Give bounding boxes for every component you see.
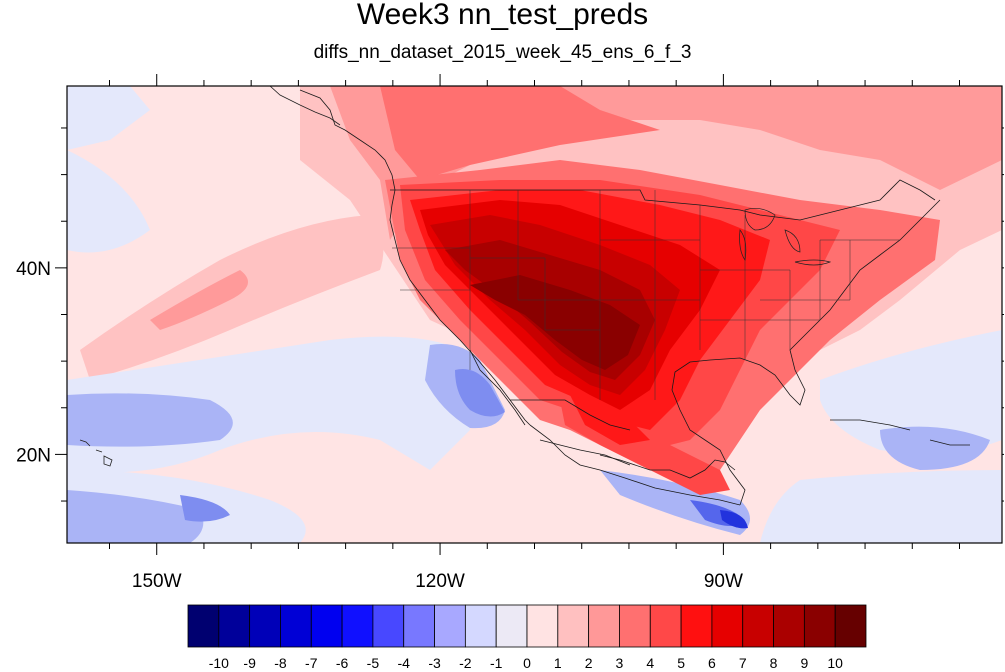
colorbar-swatch bbox=[403, 604, 435, 648]
gulf-east-coast bbox=[671, 199, 941, 506]
cuba-coast bbox=[830, 419, 911, 431]
great-lake-erie bbox=[794, 259, 832, 266]
zone-light-blue-caribbean bbox=[880, 426, 990, 470]
colorbar-swatch bbox=[588, 604, 620, 648]
colorbar-swatch bbox=[495, 604, 528, 648]
colorbar-swatch bbox=[711, 604, 744, 648]
colorbar-label: 9 bbox=[800, 655, 808, 671]
zone-red9-core bbox=[470, 275, 640, 370]
colorbar-label: -3 bbox=[428, 655, 441, 671]
zone-pale-blue-nw bbox=[67, 86, 150, 150]
colorbar-label: -6 bbox=[336, 655, 349, 671]
colorbar-label: -4 bbox=[398, 655, 411, 671]
west-coast bbox=[299, 89, 531, 426]
lat-tick-label: 40N bbox=[16, 259, 51, 280]
zone-pale-blue-w bbox=[67, 150, 150, 253]
lat-tick-label: 20N bbox=[16, 445, 51, 466]
zone-pale-blue-se bbox=[760, 470, 1002, 543]
colorbar-label: 2 bbox=[585, 655, 593, 671]
colorbar-label: -8 bbox=[274, 655, 287, 671]
zone-deep-blue bbox=[720, 510, 748, 529]
colorbar-label: -7 bbox=[305, 655, 318, 671]
coastlines-borders bbox=[79, 86, 970, 506]
colorbar-label: 8 bbox=[770, 655, 778, 671]
us-mexico-border bbox=[510, 399, 631, 431]
map-subtitle: diffs_nn_dataset_2015_week_45_ens_6_f_3 bbox=[313, 42, 692, 63]
colorbar-label: -10 bbox=[209, 655, 229, 671]
colorbar-swatch bbox=[280, 604, 312, 648]
baja-coast bbox=[469, 349, 526, 426]
zone-mid-blue-baja bbox=[455, 369, 505, 417]
colorbar-label: -9 bbox=[243, 655, 256, 671]
colorbar-label: 10 bbox=[827, 655, 843, 671]
colorbar-label: 0 bbox=[523, 655, 531, 671]
great-lake-huron bbox=[784, 229, 801, 253]
colorbar-swatch bbox=[680, 604, 713, 648]
map-ticks: 150W 120W 90W 40N 20N bbox=[16, 74, 1004, 592]
state-border bbox=[545, 329, 601, 400]
colorbar-label: 7 bbox=[739, 655, 747, 671]
colorbar-swatch bbox=[464, 604, 497, 648]
colorbar-swatch bbox=[557, 604, 590, 648]
colorbar-swatch bbox=[249, 604, 281, 648]
colorbar-label: -2 bbox=[459, 655, 472, 671]
colorbar-swatch bbox=[834, 604, 867, 648]
great-lake-michigan bbox=[739, 229, 747, 261]
colorbar-swatch bbox=[619, 604, 651, 648]
yucatan-coast bbox=[599, 454, 736, 479]
great-lake-superior bbox=[744, 208, 776, 231]
lon-tick-label: 150W bbox=[132, 571, 182, 592]
colorbar-swatch bbox=[803, 604, 836, 648]
colorbar-label: 3 bbox=[616, 655, 624, 671]
colorbar-swatch bbox=[526, 604, 559, 648]
mexico-pacific-coast bbox=[529, 424, 741, 506]
map-title: Week3 nn_test_preds bbox=[356, 0, 649, 31]
us-canada-border bbox=[390, 179, 936, 221]
colorbar-swatch bbox=[649, 604, 682, 648]
colorbar-swatch bbox=[742, 604, 774, 648]
colorbar-swatch bbox=[773, 604, 805, 648]
zone-red5-mexico bbox=[570, 395, 650, 445]
anomaly-field bbox=[67, 86, 1002, 543]
lon-tick-label: 90W bbox=[704, 571, 743, 592]
colorbar-label: -5 bbox=[367, 655, 380, 671]
colorbar-swatch bbox=[310, 604, 343, 648]
zone-mid-blue-sw bbox=[180, 495, 230, 522]
colorbar-swatch bbox=[341, 604, 374, 648]
zone-pacific-red bbox=[150, 270, 248, 330]
colorbar: -10 -9 -8 -7 -6 -5 -4 -3 -2 -1 0 1 2 3 4 5 6 7 8 9 10 bbox=[187, 604, 867, 671]
zone-light-blue-w bbox=[67, 393, 233, 447]
colorbar-swatch bbox=[434, 604, 466, 648]
zone-pale-blue-atlantic bbox=[820, 330, 1002, 454]
alaska-coast bbox=[269, 86, 341, 126]
lon-tick-label: 120W bbox=[415, 571, 465, 592]
zone-light-blue-sw bbox=[67, 490, 204, 543]
zone-red3-north bbox=[380, 86, 660, 180]
hispaniola-coast bbox=[929, 439, 970, 446]
colorbar-label: -1 bbox=[490, 655, 503, 671]
colorbar-swatch bbox=[218, 604, 251, 648]
colorbar-swatch bbox=[372, 604, 405, 648]
hawaii-islands bbox=[79, 439, 113, 467]
colorbar-label: 5 bbox=[677, 655, 685, 671]
colorbar-label: 4 bbox=[646, 655, 654, 671]
colorbar-swatch bbox=[187, 604, 220, 648]
colorbar-label: 6 bbox=[708, 655, 716, 671]
colorbar-label: 1 bbox=[554, 655, 562, 671]
